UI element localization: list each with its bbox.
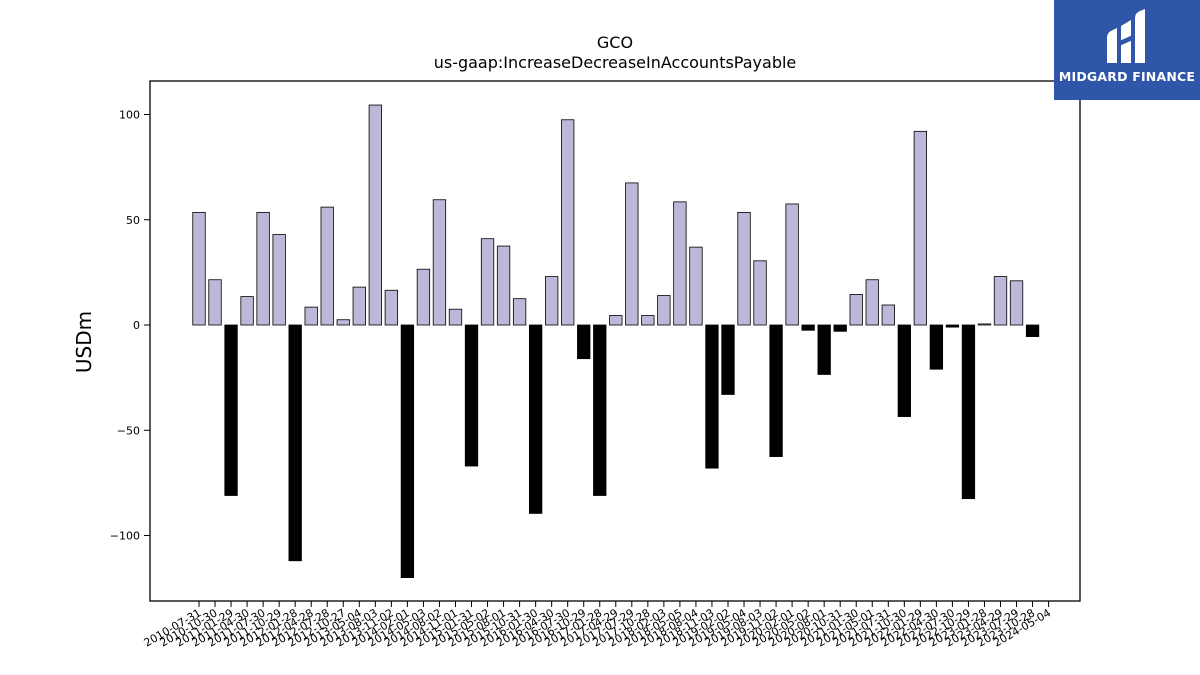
- chart-subtitle: us-gaap:IncreaseDecreaseInAccountsPayabl…: [434, 53, 797, 72]
- midgard-logo-icon: [1107, 9, 1145, 63]
- bar: [577, 324, 591, 360]
- bar: [240, 296, 254, 326]
- bar: [929, 324, 944, 370]
- bar: [448, 308, 463, 326]
- bar: [609, 315, 623, 326]
- bar: [208, 279, 222, 326]
- bar: [689, 246, 703, 326]
- bar: [480, 238, 495, 326]
- brand-name: MIDGARD FINANCE: [1058, 69, 1196, 84]
- bar: [865, 279, 879, 326]
- bar: [673, 201, 687, 326]
- bar: [641, 315, 655, 326]
- bar: [192, 211, 206, 326]
- bar: [464, 324, 479, 467]
- bar: [256, 211, 270, 326]
- bar: [432, 199, 447, 326]
- bar: [496, 245, 511, 326]
- bar: [961, 324, 976, 500]
- bar: [913, 130, 927, 326]
- bar: [320, 206, 334, 326]
- bar: [993, 276, 1008, 326]
- bar: [593, 324, 607, 496]
- bar: [416, 268, 431, 326]
- bar: [528, 324, 543, 514]
- y-tick-label: 100: [119, 109, 140, 122]
- y-tick-label: 50: [126, 214, 140, 227]
- bar: [785, 203, 799, 326]
- bar: [336, 319, 350, 326]
- bar: [545, 276, 559, 326]
- bar: [881, 304, 895, 326]
- bar: [801, 324, 815, 331]
- bar: [1025, 324, 1040, 337]
- bar: [977, 323, 992, 326]
- bar: [1009, 280, 1024, 326]
- brand-logo: MIDGARD FINANCE: [1054, 0, 1200, 100]
- y-tick-label: −100: [110, 530, 140, 543]
- bar: [625, 182, 639, 326]
- bar: [368, 104, 382, 326]
- chart-title: GCO: [597, 33, 633, 52]
- bar: [272, 234, 286, 326]
- y-tick-label: −50: [117, 424, 140, 437]
- bar: [384, 289, 399, 326]
- bar: [737, 211, 751, 326]
- bar: [897, 324, 911, 417]
- y-axis-label: USDm: [72, 311, 96, 373]
- y-axis-ticks: 100 50 0 −50 −100: [110, 109, 150, 543]
- bar: [304, 306, 318, 326]
- bar: [352, 286, 366, 326]
- bar: [769, 324, 783, 457]
- bar: [561, 119, 575, 326]
- bar: [705, 324, 719, 469]
- bar: [721, 324, 735, 395]
- y-tick-label: 0: [133, 319, 140, 332]
- bar: [833, 324, 847, 332]
- bar: [753, 260, 767, 326]
- bar: [512, 298, 527, 326]
- bar: [849, 294, 863, 326]
- bars-group: [192, 104, 1040, 579]
- plot-frame: [149, 80, 1081, 602]
- bar: [288, 324, 302, 562]
- bar: [400, 324, 415, 579]
- bar: [945, 324, 960, 328]
- bar: [224, 324, 238, 496]
- bar: [657, 295, 671, 326]
- x-axis-ticks: 2010-07-312010-10-302011-01-292011-04-30…: [142, 601, 1053, 650]
- bar: [817, 324, 831, 375]
